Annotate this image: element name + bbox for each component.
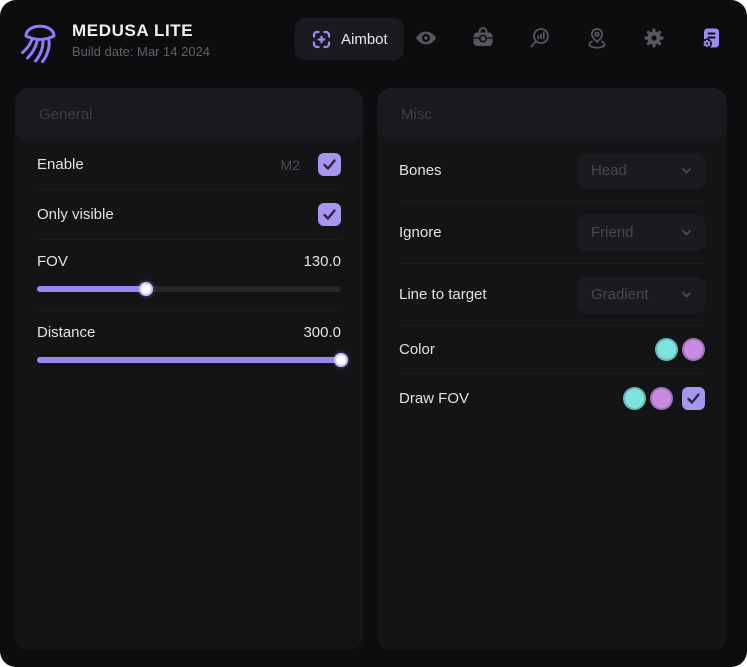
chevron-down-icon — [682, 292, 691, 298]
check-icon — [687, 392, 700, 404]
chevron-down-icon — [682, 230, 691, 236]
draw-fov-swatch-cyan[interactable] — [623, 386, 646, 410]
line-to-target-select[interactable]: Gradient — [577, 276, 705, 313]
draw-fov-swatch-purple[interactable] — [650, 386, 673, 410]
row-draw-fov: Draw FOV — [399, 374, 705, 422]
app-title: MEDUSA LITE — [72, 21, 194, 40]
row-enable: Enable M2 — [37, 140, 341, 190]
row-distance: Distance 300.0 — [37, 311, 348, 381]
fov-value: 130.0 — [303, 253, 341, 270]
tab-aimbot-label: Aimbot — [341, 30, 388, 48]
check-icon — [323, 159, 336, 170]
fov-slider[interactable] — [37, 282, 341, 296]
enable-keybind[interactable]: M2 — [280, 156, 300, 173]
location-pin-icon[interactable] — [585, 26, 609, 50]
draw-fov-checkbox[interactable] — [682, 386, 705, 410]
settings-gear-icon[interactable] — [642, 26, 666, 50]
nav-icons — [414, 26, 723, 50]
panel-general-body: Enable M2 Only visible — [15, 140, 363, 381]
panel-general: General Enable M2 Only visible — [15, 88, 363, 650]
jellyfish-logo-icon — [21, 24, 56, 63]
row-color: Color — [399, 326, 705, 374]
ignore-label: Ignore — [399, 224, 442, 241]
line-to-target-select-value: Gradient — [591, 286, 649, 303]
fov-slider-fill — [37, 286, 147, 292]
chevron-down-icon — [682, 168, 691, 174]
header-bar: MEDUSA LITE Build date: Mar 14 2024 Aimb… — [0, 0, 747, 80]
row-ignore: Ignore Friend — [399, 202, 705, 264]
tab-aimbot[interactable]: Aimbot — [295, 18, 404, 60]
distance-slider[interactable] — [37, 353, 348, 367]
panel-misc-body: Bones Head Ignore Friend Line to target — [377, 140, 727, 422]
draw-fov-label: Draw FOV — [399, 389, 470, 407]
panel-misc-header: Misc — [377, 88, 727, 140]
distance-slider-fill — [37, 357, 341, 363]
distance-slider-thumb[interactable] — [334, 353, 348, 367]
row-bones: Bones Head — [399, 140, 705, 202]
fov-slider-thumb[interactable] — [139, 282, 154, 296]
eye-icon[interactable] — [414, 26, 438, 50]
distance-label: Distance — [37, 324, 96, 341]
row-line-to-target: Line to target Gradient — [399, 264, 705, 326]
enable-label: Enable — [37, 156, 84, 173]
crosshair-icon — [312, 30, 331, 48]
color-label: Color — [399, 341, 435, 358]
panel-general-header: General — [15, 88, 363, 140]
color-swatch-purple[interactable] — [682, 338, 705, 361]
row-fov: FOV 130.0 — [37, 240, 341, 311]
panel-misc-title: Misc — [401, 105, 432, 123]
bones-label: Bones — [399, 162, 442, 179]
fov-label: FOV — [37, 253, 68, 270]
only-visible-label: Only visible — [37, 206, 114, 223]
panel-general-title: General — [39, 105, 93, 123]
distance-value: 300.0 — [303, 324, 341, 341]
bones-select-value: Head — [591, 162, 627, 179]
briefcase-icon[interactable] — [471, 26, 495, 50]
search-stats-icon[interactable] — [528, 26, 552, 50]
bones-select[interactable]: Head — [577, 152, 705, 189]
enable-checkbox[interactable] — [318, 153, 341, 176]
row-only-visible: Only visible — [37, 190, 341, 240]
only-visible-checkbox[interactable] — [318, 203, 341, 226]
build-date: Build date: Mar 14 2024 — [72, 44, 211, 59]
panel-misc: Misc Bones Head Ignore Friend — [377, 88, 727, 650]
title-block: MEDUSA LITE Build date: Mar 14 2024 — [72, 21, 210, 59]
check-icon — [323, 209, 336, 220]
scripts-config-icon[interactable] — [699, 26, 723, 50]
ignore-select[interactable]: Friend — [577, 214, 705, 251]
color-swatch-cyan[interactable] — [655, 338, 678, 361]
line-to-target-label: Line to target — [399, 286, 487, 303]
ignore-select-value: Friend — [591, 224, 634, 241]
